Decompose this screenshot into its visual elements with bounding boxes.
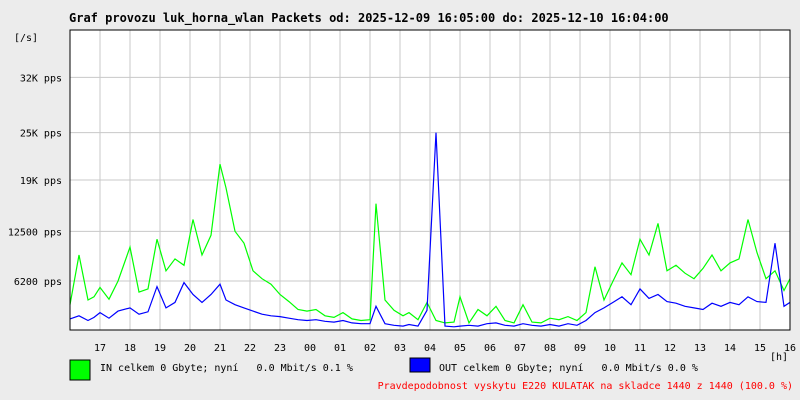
x-tick-label: 16 — [784, 343, 796, 354]
x-tick-label: 23 — [274, 343, 286, 354]
x-tick-label: 11 — [634, 343, 646, 354]
y-tick-label: 12500 pps — [8, 227, 62, 238]
grid-lines — [70, 30, 791, 330]
x-tick-label: 08 — [544, 343, 556, 354]
y-tick-label: 19K pps — [20, 176, 62, 187]
x-tick-label: 01 — [334, 343, 346, 354]
probability-note: Pravdepodobnost vyskytu E220 KULATAK na … — [378, 381, 793, 392]
legend-in-label: IN celkem 0 Gbyte; nyní 0.0 Mbit/s 0.1 % — [100, 362, 353, 374]
x-tick-label: 20 — [184, 343, 196, 354]
x-tick-label: 15 — [754, 343, 766, 354]
plot-area — [69, 29, 791, 331]
x-tick-label: 02 — [364, 343, 376, 354]
x-tick-label: 13 — [694, 343, 706, 354]
x-tick-label: 04 — [424, 343, 436, 354]
x-tick-label: 10 — [604, 343, 616, 354]
y-axis: [/s] 6200 pps 12500 pps 19K pps 25K pps 32K … — [8, 33, 62, 288]
chart-title: Graf provozu luk_horna_wlan Packets od: … — [69, 11, 669, 26]
x-tick-label: 18 — [124, 343, 136, 354]
x-axis-unit-label: [h] — [770, 352, 788, 363]
legend: IN celkem 0 Gbyte; nyní 0.0 Mbit/s 0.1 %… — [69, 357, 698, 381]
y-axis-unit-label: [/s] — [14, 33, 38, 44]
x-tick-label: 14 — [724, 343, 736, 354]
legend-in-swatch — [69, 359, 91, 381]
x-tick-label: 17 — [94, 343, 106, 354]
x-tick-label: 06 — [484, 343, 496, 354]
y-tick-label: 32K pps — [20, 73, 62, 84]
legend-out-label: OUT celkem 0 Gbyte; nyní 0.0 Mbit/s 0.0 … — [439, 362, 698, 374]
x-tick-label: 09 — [574, 343, 586, 354]
out-series-line — [69, 132, 791, 328]
y-tick-label: 6200 pps — [14, 277, 62, 288]
x-tick-label: 00 — [304, 343, 316, 354]
x-tick-label: 03 — [394, 343, 406, 354]
plot-frame — [69, 29, 791, 331]
x-tick-label: 22 — [244, 343, 256, 354]
legend-out-swatch — [409, 357, 431, 373]
x-tick-label: 07 — [514, 343, 526, 354]
x-tick-label: 12 — [664, 343, 676, 354]
x-tick-label: 21 — [214, 343, 226, 354]
y-tick-label: 25K pps — [20, 129, 62, 140]
x-tick-label: 19 — [154, 343, 166, 354]
series-layer — [69, 132, 791, 328]
x-tick-label: 05 — [454, 343, 466, 354]
x-axis: [h] 17 18 19 20 21 22 23 00 01 02 03 04 05 06 07 08 09 10… — [94, 343, 796, 363]
